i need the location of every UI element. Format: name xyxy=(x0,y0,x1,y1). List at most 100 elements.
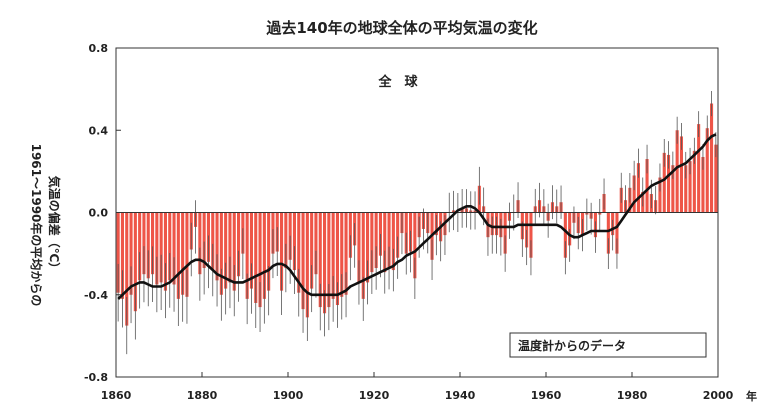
y-tick-label: 0.0 xyxy=(89,207,109,220)
anomaly-bar xyxy=(267,212,271,291)
y-tick-label: 0.8 xyxy=(89,42,109,55)
anomaly-bar xyxy=(692,150,696,213)
anomaly-bar xyxy=(159,212,163,283)
anomaly-bar xyxy=(125,212,129,326)
y-tick-label: -0.4 xyxy=(84,289,108,302)
smoothed-trend-line xyxy=(117,133,717,300)
anomaly-bar xyxy=(258,212,262,308)
y-tick-label: -0.8 xyxy=(84,371,108,384)
anomaly-bar xyxy=(129,212,133,295)
anomaly-bar xyxy=(684,165,688,213)
anomaly-bar xyxy=(228,212,232,283)
anomaly-bar xyxy=(710,103,714,213)
anomaly-bar xyxy=(249,212,253,289)
anomaly-bar xyxy=(202,212,206,269)
anomaly-bar xyxy=(151,212,155,275)
anomaly-bar xyxy=(254,212,258,303)
anomaly-bar xyxy=(318,212,322,308)
anomaly-bar xyxy=(168,212,172,281)
x-tick-label: 1900 xyxy=(273,389,304,402)
anomaly-bar xyxy=(120,212,124,299)
anomaly-bar xyxy=(133,212,137,312)
anomaly-bar xyxy=(714,144,718,213)
y-tick-label: 0.4 xyxy=(89,124,109,137)
anomaly-bar xyxy=(155,212,159,285)
anomaly-bar xyxy=(671,165,675,213)
anomaly-bar xyxy=(219,212,223,295)
anomaly-bar xyxy=(391,212,395,271)
y-axis-label: 1961～1990年の平均からの 気温の偏差（℃） xyxy=(29,144,62,307)
anomaly-bar xyxy=(503,212,507,254)
anomaly-bar xyxy=(301,212,305,310)
anomaly-bar xyxy=(705,128,709,213)
anomaly-bar xyxy=(198,212,202,275)
y-axis-label-line-1: 1961～1990年の平均からの xyxy=(29,144,44,307)
anomaly-bar xyxy=(688,161,692,213)
anomaly-bar xyxy=(310,212,314,289)
anomaly-bar xyxy=(348,212,352,258)
anomaly-bar xyxy=(176,212,180,299)
anomaly-bar xyxy=(529,212,533,258)
anomaly-bar xyxy=(331,212,335,299)
anomaly-bar xyxy=(335,212,339,306)
anomaly-bar xyxy=(615,212,619,254)
x-axis-unit: 年 xyxy=(746,389,757,403)
anomaly-bar xyxy=(387,212,391,269)
anomaly-bar xyxy=(297,212,301,293)
anomaly-bar xyxy=(636,163,640,213)
anomaly-bar xyxy=(138,212,142,281)
x-axis-ticks: 1860 1880 1900 1920 1940 1960 1980 2000 xyxy=(101,372,734,402)
y-axis-ticks: 0.8 0.4 0.0 -0.4 -0.8 xyxy=(84,42,121,384)
anomaly-bar xyxy=(314,212,318,275)
anomaly-bar xyxy=(675,130,679,213)
anomaly-bar xyxy=(245,212,249,299)
x-tick-label: 1940 xyxy=(445,389,476,402)
anomaly-bar xyxy=(280,212,284,291)
anomaly-bar xyxy=(172,212,176,285)
anomaly-bar xyxy=(163,212,167,291)
x-tick-label: 2000 xyxy=(703,389,734,402)
anomaly-bar xyxy=(606,212,610,254)
chart-title: 過去140年の地球全体の平均気温の変化 xyxy=(265,19,537,37)
anomaly-bar xyxy=(361,212,365,299)
x-tick-label: 1980 xyxy=(617,389,648,402)
anomaly-bar xyxy=(292,212,296,271)
y-axis-label-line-2: 気温の偏差（℃） xyxy=(47,176,62,275)
anomaly-bar xyxy=(701,156,705,213)
x-tick-label: 1860 xyxy=(101,389,132,402)
uncertainty-whiskers xyxy=(117,90,717,355)
anomaly-bar xyxy=(237,212,241,277)
anomaly-bar xyxy=(396,212,400,258)
x-tick-label: 1960 xyxy=(531,389,562,402)
anomaly-bar xyxy=(679,136,683,213)
anomaly-bar xyxy=(142,212,146,275)
anomaly-bar xyxy=(658,177,662,213)
anomaly-bar xyxy=(305,212,309,318)
anomaly-bar xyxy=(232,212,236,291)
anomaly-bar xyxy=(284,212,288,269)
x-tick-label: 1880 xyxy=(187,389,218,402)
region-label: 全 球 xyxy=(377,74,418,90)
anomaly-bar xyxy=(383,212,387,273)
anomaly-bar xyxy=(185,212,189,297)
anomaly-bar xyxy=(116,212,120,293)
anomaly-bar xyxy=(344,212,348,295)
anomaly-bar xyxy=(323,212,327,314)
anomaly-bar xyxy=(146,212,150,279)
anomaly-bar xyxy=(215,212,219,281)
data-source-box xyxy=(509,332,707,358)
anomaly-bar xyxy=(645,159,649,213)
anomaly-bar xyxy=(667,154,671,213)
anomaly-bar xyxy=(340,212,344,297)
anomaly-bar xyxy=(370,212,374,273)
anomaly-bar xyxy=(366,212,370,283)
data-source-label: 温度計からのデータ xyxy=(518,338,626,353)
anomaly-bar xyxy=(374,212,378,269)
anomaly-bar xyxy=(697,124,701,213)
anomaly-bar xyxy=(357,212,361,283)
x-tick-label: 1920 xyxy=(359,389,390,402)
anomaly-bar xyxy=(563,212,567,258)
anomaly-bar xyxy=(632,175,636,213)
anomaly-bar xyxy=(211,212,215,271)
